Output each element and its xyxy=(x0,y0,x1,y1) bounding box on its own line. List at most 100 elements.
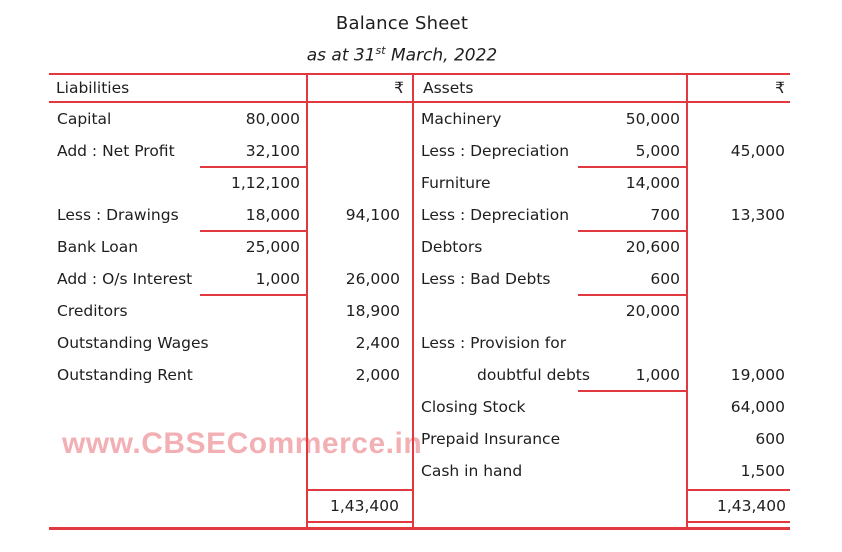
row-sub-amount: 1,12,100 xyxy=(230,174,300,192)
row-sub-amount: 50,000 xyxy=(625,110,680,128)
rupee-symbol-assets: ₹ xyxy=(775,79,785,97)
row-label: Add : O/s Interest xyxy=(57,270,193,288)
row-sub-amount: 18,000 xyxy=(245,206,300,224)
row-label: Capital xyxy=(57,110,112,128)
row-sub-amount: 20,600 xyxy=(625,238,680,256)
table-row: Creditors 18,900 xyxy=(49,295,413,327)
row-label: Bank Loan xyxy=(57,238,139,256)
table-row: Cash in hand 1,500 xyxy=(413,455,790,487)
divider-liabilities-amount xyxy=(306,73,308,529)
table-top-rule xyxy=(49,73,790,75)
liabilities-total-bottom-rule xyxy=(307,521,412,523)
row-sub-amount: 600 xyxy=(650,270,680,288)
assets-rows: Machinery 50,000 Less : Depreciation 5,000 4… xyxy=(413,103,790,487)
row-amount: 45,000 xyxy=(730,142,785,160)
table-row: Add : Net Profit 32,100 xyxy=(49,135,413,168)
row-sub-amount: 32,100 xyxy=(245,142,300,160)
row-amount: 2,400 xyxy=(355,334,400,352)
liabilities-rows: Capital 80,000 Add : Net Profit 32,100 1,12,… xyxy=(49,103,413,487)
divider-amount-assets xyxy=(412,73,414,529)
row-amount: 94,100 xyxy=(345,206,400,224)
row-label: Less : Depreciation xyxy=(421,206,570,224)
row-label: Outstanding Wages xyxy=(57,334,209,352)
table-row: Prepaid Insurance 600 xyxy=(413,423,790,455)
subtraction-underline xyxy=(578,390,687,392)
table-row: Machinery 50,000 xyxy=(413,103,790,135)
subtraction-underline xyxy=(200,166,307,168)
table-row: Less : Bad Debts 600 xyxy=(413,263,790,296)
table-row: Less : Depreciation 700 13,300 xyxy=(413,199,790,232)
column-header-assets: Assets xyxy=(423,79,474,97)
table-row: doubtful debts 1,000 19,000 xyxy=(413,359,790,392)
table-bottom-rule xyxy=(49,527,790,530)
table-row: Bank Loan 25,000 xyxy=(49,231,413,263)
row-amount: 19,000 xyxy=(730,366,785,384)
table-row: Less : Provision for xyxy=(413,327,790,359)
table-row: Add : O/s Interest 1,000 26,000 xyxy=(49,263,413,296)
row-label: Less : Provision for xyxy=(421,334,567,352)
page-subtitle: as at 31st March, 2022 xyxy=(0,44,804,66)
row-sub-amount: 14,000 xyxy=(625,174,680,192)
subtitle-superscript: st xyxy=(375,44,386,57)
row-sub-amount: 1,000 xyxy=(635,366,680,384)
row-label: Machinery xyxy=(421,110,502,128)
row-label: Add : Net Profit xyxy=(57,142,175,160)
row-label: Less : Drawings xyxy=(57,206,179,224)
table-row: Less : Drawings 18,000 94,100 xyxy=(49,199,413,232)
page-title: Balance Sheet xyxy=(335,13,469,34)
row-label: Furniture xyxy=(421,174,491,192)
watermark: www.CBSECommerce.in xyxy=(62,427,423,460)
table-row: 1,12,100 xyxy=(49,167,413,199)
row-label: Cash in hand xyxy=(421,462,523,480)
subtraction-underline xyxy=(578,294,687,296)
subtraction-underline xyxy=(578,230,687,232)
assets-total-top-rule xyxy=(688,489,790,491)
row-amount: 26,000 xyxy=(345,270,400,288)
row-label: Creditors xyxy=(57,302,128,320)
row-label: Debtors xyxy=(421,238,483,256)
row-label: Less : Bad Debts xyxy=(421,270,551,288)
table-row: Outstanding Wages 2,400 xyxy=(49,327,413,359)
table-row: Closing Stock 64,000 xyxy=(413,391,790,423)
row-amount: 13,300 xyxy=(730,206,785,224)
row-label: Outstanding Rent xyxy=(57,366,193,384)
assets-total-bottom-rule xyxy=(688,521,790,523)
subtitle-suffix: March, 2022 xyxy=(385,45,498,66)
liabilities-total-top-rule xyxy=(307,489,412,491)
table-row: Capital 80,000 xyxy=(49,103,413,135)
subtraction-underline xyxy=(200,294,307,296)
row-sub-amount: 700 xyxy=(650,206,680,224)
row-label: Less : Depreciation xyxy=(421,142,570,160)
row-amount: 600 xyxy=(755,430,785,448)
row-amount: 1,500 xyxy=(740,462,785,480)
table-header-rule xyxy=(49,101,790,103)
row-amount: 18,900 xyxy=(345,302,400,320)
subtraction-underline xyxy=(578,166,687,168)
row-label: doubtful debts xyxy=(477,366,590,384)
table-row xyxy=(49,455,413,487)
row-sub-amount: 5,000 xyxy=(635,142,680,160)
subtitle-prefix: as at 31 xyxy=(306,45,376,66)
liabilities-total: 1,43,400 xyxy=(329,497,399,515)
table-row xyxy=(49,391,413,423)
table-row: Debtors 20,600 xyxy=(413,231,790,263)
row-label: Closing Stock xyxy=(421,398,526,416)
subtraction-underline xyxy=(200,230,307,232)
table-row: Less : Depreciation 5,000 45,000 xyxy=(413,135,790,168)
row-label: Prepaid Insurance xyxy=(421,430,561,448)
table-row: 20,000 xyxy=(413,295,790,327)
column-header-liabilities: Liabilities xyxy=(56,79,130,97)
row-sub-amount: 25,000 xyxy=(245,238,300,256)
divider-assets-amount xyxy=(686,73,688,529)
row-amount: 64,000 xyxy=(730,398,785,416)
assets-total: 1,43,400 xyxy=(716,497,786,515)
rupee-symbol-liabilities: ₹ xyxy=(394,79,404,97)
table-row xyxy=(49,423,413,455)
row-sub-amount: 1,000 xyxy=(255,270,300,288)
row-sub-amount: 20,000 xyxy=(625,302,680,320)
table-row: Outstanding Rent 2,000 xyxy=(49,359,413,391)
row-sub-amount: 80,000 xyxy=(245,110,300,128)
table-row: Furniture 14,000 xyxy=(413,167,790,199)
row-amount: 2,000 xyxy=(355,366,400,384)
